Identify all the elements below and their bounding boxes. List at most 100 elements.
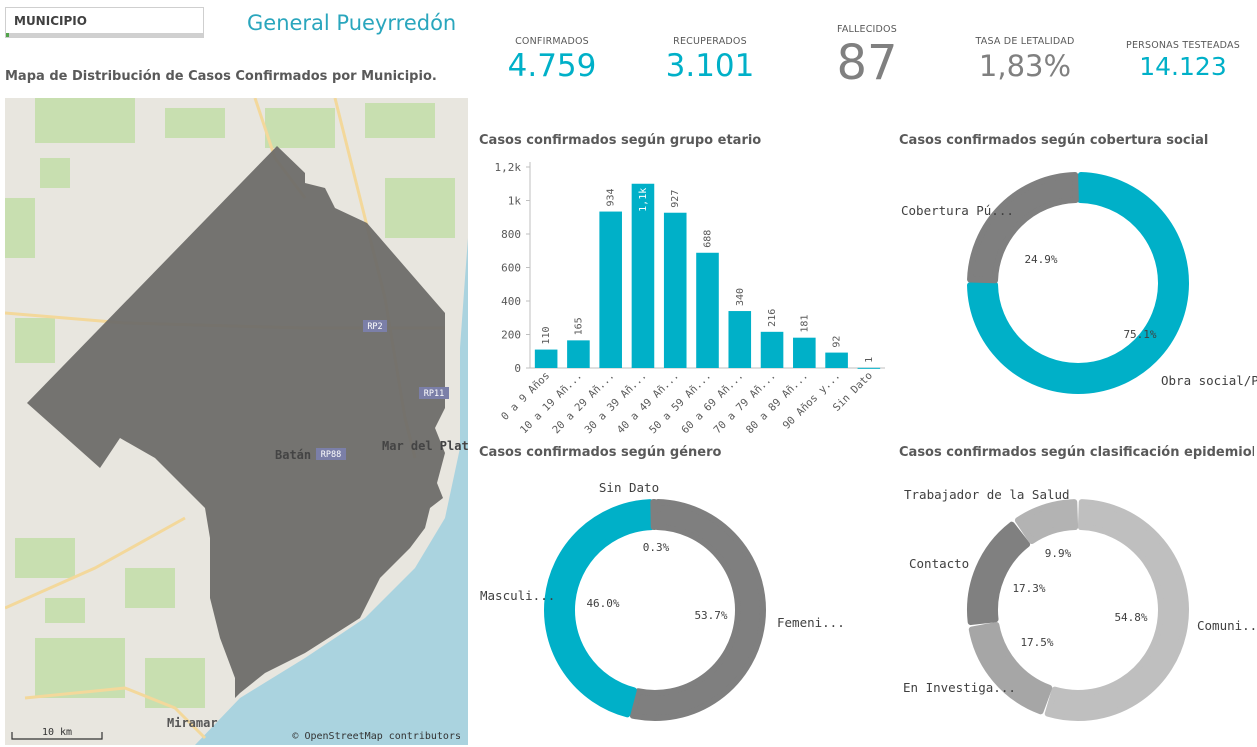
- map-canvas[interactable]: RP2 RP11 RP88 Batán Mar del Plata Mirama…: [5, 98, 468, 745]
- kpi-fallecidos: FALLECIDOS 87: [812, 24, 922, 91]
- slice-percent-label: 46.0%: [586, 597, 619, 610]
- filter-label: MUNICIPIO: [14, 14, 87, 28]
- district-polygon[interactable]: [27, 146, 445, 698]
- y-tick-label: 200: [501, 329, 521, 342]
- map-title: Mapa de Distribución de Casos Confirmado…: [5, 69, 437, 84]
- map-attribution[interactable]: © OpenStreetMap contributors: [292, 731, 461, 742]
- kpi-value: 3.101: [665, 48, 755, 84]
- road-label-rp88: RP88: [321, 450, 341, 460]
- kpi-title: TASA DE LETALIDAD: [975, 36, 1075, 47]
- bar[interactable]: [663, 212, 687, 368]
- donut-slice[interactable]: [650, 499, 658, 531]
- slice-percent-label: 0.3%: [643, 541, 670, 554]
- donut-slice[interactable]: [967, 521, 1031, 626]
- bar[interactable]: [728, 311, 752, 368]
- donut-slice[interactable]: [1014, 499, 1079, 545]
- chart-title-cobertura-social: Casos confirmados según cobertura social: [899, 133, 1209, 148]
- slice-category-label: Trabajador de la Salud: [904, 487, 1070, 502]
- y-tick-label: 800: [501, 228, 521, 241]
- bar-data-label: 110: [541, 327, 552, 345]
- x-tick-label: 90 Años y...: [781, 370, 843, 432]
- slice-percent-label: 17.5%: [1020, 636, 1053, 649]
- y-tick-label: 400: [501, 295, 521, 308]
- road-label-rp11: RP11: [424, 389, 444, 399]
- slice-category-label: Cobertura Pú...: [901, 203, 1014, 218]
- bar-data-label: 927: [670, 190, 681, 208]
- filter-selection-bar: [6, 33, 203, 37]
- donut-chart-clasificacion[interactable]: 54.8% Comuni... 17.5% En Investiga... 17.3% C…: [899, 462, 1257, 747]
- kpi-title: CONFIRMADOS: [515, 36, 589, 47]
- kpi-letalidad: TASA DE LETALIDAD 1,83%: [965, 36, 1085, 83]
- donut-slice[interactable]: [1044, 499, 1189, 721]
- kpi-title: PERSONAS TESTEADAS: [1126, 40, 1240, 51]
- svg-text:10 km: 10 km: [42, 727, 72, 738]
- green-areas: [5, 98, 455, 708]
- bar-data-label: 1,1k: [638, 188, 649, 212]
- slice-percent-label: 24.9%: [1024, 253, 1057, 266]
- slice-category-label: Femeni...: [777, 615, 845, 630]
- municipio-filter[interactable]: MUNICIPIO: [5, 7, 204, 38]
- slice-percent-label: 9.9%: [1045, 547, 1072, 560]
- kpi-title: RECUPERADOS: [673, 36, 747, 47]
- slice-category-label: Sin Dato: [599, 480, 659, 495]
- distribution-map[interactable]: RP2 RP11 RP88 Batán Mar del Plata Mirama…: [5, 98, 468, 745]
- donut-slice[interactable]: [629, 499, 766, 721]
- bar[interactable]: [760, 331, 784, 368]
- bar-data-label: 92: [832, 336, 843, 348]
- y-tick-label: 0: [514, 362, 521, 375]
- chart-title-clasificacion: Casos confirmados según clasificación ep…: [899, 445, 1254, 460]
- y-tick-label: 1k: [508, 195, 522, 208]
- place-label-batan: Batán: [275, 448, 311, 462]
- chart-title-genero: Casos confirmados según género: [479, 445, 722, 460]
- place-label-mar-del-plata: Mar del Plata: [382, 439, 468, 453]
- donut-chart-cobertura[interactable]: 75.1% Obra social/P... 24.9% Cobertura Pú..…: [899, 150, 1257, 440]
- map-scale: 10 km: [11, 727, 103, 740]
- bar[interactable]: [696, 252, 719, 368]
- donut-slice[interactable]: [967, 172, 1079, 284]
- bar[interactable]: [857, 367, 881, 369]
- bar[interactable]: [567, 340, 590, 368]
- donut-slice[interactable]: [967, 172, 1189, 394]
- selected-municipio: General Pueyrredón: [247, 11, 457, 35]
- chart-title-grupo-etario: Casos confirmados según grupo etario: [479, 133, 762, 148]
- bar[interactable]: [825, 352, 848, 368]
- road-label-rp2: RP2: [367, 322, 382, 332]
- donut-chart-genero[interactable]: 53.7% Femeni... 46.0% Masculi... 0.3% Sin Dat…: [475, 462, 895, 747]
- bar-data-label: 1: [864, 357, 875, 363]
- donut-slice[interactable]: [544, 499, 655, 718]
- slice-category-label: Contacto: [909, 556, 969, 571]
- bar[interactable]: [631, 183, 655, 368]
- slice-percent-label: 17.3%: [1012, 582, 1045, 595]
- slice-category-label: Comuni...: [1197, 618, 1257, 633]
- bar-data-label: 340: [735, 288, 746, 306]
- bar[interactable]: [534, 349, 558, 368]
- kpi-confirmados: CONFIRMADOS 4.759: [497, 36, 607, 84]
- kpi-value: 1,83%: [978, 49, 1072, 83]
- sea-area: [195, 238, 468, 745]
- y-tick-label: 600: [501, 262, 521, 275]
- kpi-value: 87: [836, 35, 898, 91]
- slice-category-label: En Investiga...: [903, 680, 1016, 695]
- bar-data-label: 181: [799, 315, 810, 333]
- bar[interactable]: [599, 211, 622, 368]
- slice-percent-label: 54.8%: [1114, 611, 1147, 624]
- slice-percent-label: 53.7%: [694, 609, 727, 622]
- road-shields: RP2 RP11 RP88: [316, 320, 449, 460]
- kpi-value: 14.123: [1139, 52, 1227, 81]
- slice-percent-label: 75.1%: [1123, 328, 1156, 341]
- bar-data-label: 165: [573, 317, 584, 335]
- kpi-testeadas: PERSONAS TESTEADAS 14.123: [1122, 40, 1244, 81]
- y-tick-label: 1,2k: [495, 161, 522, 174]
- slice-category-label: Masculi...: [480, 588, 555, 603]
- bar-data-label: 216: [767, 309, 778, 327]
- slice-category-label: Obra social/P...: [1161, 373, 1257, 388]
- bar-data-label: 688: [703, 230, 714, 248]
- kpi-value: 4.759: [507, 48, 597, 84]
- bar[interactable]: [793, 337, 816, 368]
- bar-data-label: 934: [606, 188, 617, 206]
- kpi-title: FALLECIDOS: [837, 24, 897, 35]
- kpi-recuperados: RECUPERADOS 3.101: [655, 36, 765, 84]
- donut-slice[interactable]: [968, 622, 1053, 715]
- place-label-miramar: Miramar: [167, 716, 218, 730]
